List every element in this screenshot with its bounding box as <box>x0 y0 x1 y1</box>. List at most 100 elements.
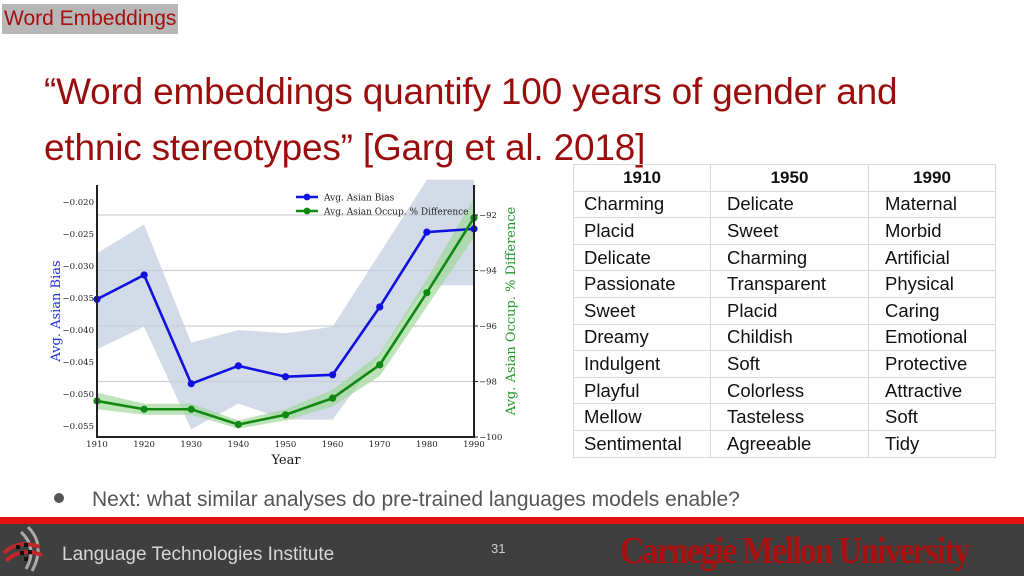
table-cell: Artificial <box>868 243 996 272</box>
bias-chart: 1910 1920 1930 1940 1950 1960 1970 1980 1990 −0.0… <box>0 176 540 476</box>
table-cell: Placid <box>710 296 869 325</box>
data-point <box>187 405 195 413</box>
data-point <box>329 394 337 402</box>
x-tick-label: 1960 <box>322 440 344 450</box>
table-row: Sentimental Agreeable Tidy <box>573 429 996 458</box>
bullet-point: Next: what similar analyses do pre-train… <box>54 486 740 514</box>
y2-tick-label: −92 <box>479 211 497 221</box>
tick-labels: 1910 1920 1930 1940 1950 1960 1970 1980 1990 −0.0… <box>63 198 503 450</box>
table-cell: Delicate <box>710 190 869 219</box>
x-tick-label: 1980 <box>416 440 438 450</box>
table-header-1950: 1950 <box>710 164 869 192</box>
lti-logo-icon <box>2 525 43 572</box>
y-tick-label: −0.020 <box>63 198 94 208</box>
data-point <box>329 371 337 379</box>
slide-title: “Word embeddings quantify 100 years of g… <box>44 64 1004 176</box>
table-cell: Morbid <box>868 217 996 245</box>
y-tick-label: −0.035 <box>63 294 94 304</box>
table-cell: Sweet <box>573 296 711 325</box>
data-point <box>234 420 242 429</box>
y-tick-label: −0.040 <box>63 326 94 336</box>
table-cell: Agreeable <box>710 429 869 458</box>
data-point <box>376 303 384 311</box>
y-axis-label: Avg. Asian Bias <box>49 260 64 362</box>
table-cell: Charming <box>710 243 869 272</box>
legend-label: Avg. Asian Bias <box>323 194 395 204</box>
table-cell: Soft <box>710 350 869 378</box>
data-point <box>140 405 148 413</box>
table-row: Passionate Transparent Physical <box>573 270 996 298</box>
bias-confidence-band <box>97 179 474 430</box>
data-point <box>423 289 431 297</box>
table-cell: Colorless <box>710 376 869 405</box>
series-lines <box>93 214 478 429</box>
y2-axis-label: Avg. Asian Occup. % Difference <box>504 206 519 416</box>
confidence-bands <box>97 179 474 430</box>
occupation-legend-marker-icon <box>303 207 311 215</box>
table-cell: Physical <box>868 270 996 298</box>
table-cell: Indulgent <box>573 350 711 378</box>
institute-name: Language Technologies Institute <box>62 544 335 565</box>
table-cell: Tasteless <box>710 403 869 431</box>
footer-red-bar <box>0 517 1024 524</box>
data-point <box>281 373 290 381</box>
x-axis-label: Year <box>270 453 301 468</box>
x-tick-label: 1970 <box>369 440 391 450</box>
table-header-row: 1910 1950 1990 <box>573 164 996 192</box>
title-line-1: “Word embeddings quantify 100 years of g… <box>44 71 898 112</box>
table-row: Sweet Placid Caring <box>573 296 996 325</box>
table-cell: Maternal <box>868 190 996 219</box>
y2-tick-label: −100 <box>479 433 502 443</box>
table-cell: Passionate <box>573 270 711 298</box>
x-tick-label: 1950 <box>275 440 297 450</box>
y2-tick-label: −96 <box>479 322 497 332</box>
y-tick-label: −0.030 <box>63 262 94 272</box>
table-cell: Delicate <box>573 243 711 272</box>
table-row: Indulgent Soft Protective <box>573 350 996 378</box>
bias-legend-marker-icon <box>303 193 311 201</box>
table-cell: Charming <box>573 190 711 219</box>
university-wordmark: Carnegie Mellon University <box>620 531 970 573</box>
table-cell: Tidy <box>868 429 996 458</box>
x-tick-label: 1920 <box>133 440 155 450</box>
table-cell: Soft <box>868 403 996 431</box>
bullet-dot-icon <box>54 493 64 504</box>
table-cell: Childish <box>710 323 869 352</box>
table-row: Placid Sweet Morbid <box>573 217 996 245</box>
legend-label: Avg. Asian Occup. % Difference <box>323 208 468 218</box>
stereotype-words-table: 1910 1950 1990 Charming Delicate Maternal P… <box>573 164 996 458</box>
table-cell: Dreamy <box>573 323 711 352</box>
data-point <box>376 361 384 369</box>
x-tick-label: 1930 <box>180 440 202 450</box>
data-point <box>234 362 242 370</box>
bullet-text: Next: what similar analyses do pre-train… <box>92 488 740 511</box>
table-row: Playful Colorless Attractive <box>573 376 996 405</box>
y-tick-label: −0.045 <box>63 358 94 368</box>
table-row: Mellow Tasteless Soft <box>573 403 996 431</box>
data-point <box>140 271 148 279</box>
y-tick-label: −0.050 <box>63 390 94 400</box>
y-tick-label: −0.055 <box>63 422 94 432</box>
slide-footer: Language Technologies Institute 31 Carne… <box>0 517 1024 576</box>
table-cell: Mellow <box>573 403 711 431</box>
x-tick-label: 1940 <box>228 440 250 450</box>
x-tick-label: 1910 <box>86 440 108 450</box>
x-tick-label: 1990 <box>463 440 485 450</box>
table-cell: Caring <box>868 296 996 325</box>
chart-canvas: 1910 1920 1930 1940 1950 1960 1970 1980 1990 −0.0… <box>49 179 519 468</box>
occupation-confidence-band <box>97 198 474 429</box>
y2-tick-label: −98 <box>479 378 497 388</box>
title-line-2: ethnic stereotypes” [Garg et al. 2018] <box>44 127 646 168</box>
section-tag: Word Embeddings <box>2 4 179 34</box>
table-row: Dreamy Childish Emotional <box>573 323 996 352</box>
data-point <box>423 228 431 236</box>
table-header-1990: 1990 <box>868 164 996 192</box>
table-cell: Sentimental <box>573 429 711 458</box>
data-point <box>187 380 195 388</box>
table-cell: Protective <box>868 350 996 378</box>
table-cell: Playful <box>573 376 711 405</box>
y2-tick-label: −94 <box>479 267 497 277</box>
table-cell: Emotional <box>868 323 996 352</box>
axes <box>96 185 475 438</box>
table-cell: Attractive <box>868 376 996 405</box>
